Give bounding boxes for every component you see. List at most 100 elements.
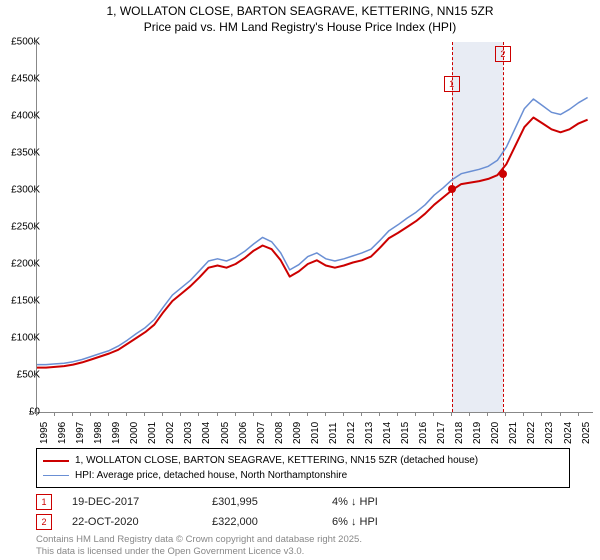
x-tick-mark: [144, 412, 145, 416]
x-tick-mark: [361, 412, 362, 416]
y-tick-mark: [32, 375, 36, 376]
title-line-2: Price paid vs. HM Land Registry's House …: [0, 20, 600, 36]
x-tick-label: 2015: [400, 422, 411, 444]
y-tick-mark: [32, 301, 36, 302]
y-tick-mark: [32, 227, 36, 228]
x-tick-mark: [72, 412, 73, 416]
legend: 1, WOLLATON CLOSE, BARTON SEAGRAVE, KETT…: [36, 448, 570, 488]
sale-marker-2-icon: 2: [36, 514, 52, 530]
x-tick-label: 1999: [111, 422, 122, 444]
x-tick-label: 2009: [292, 422, 303, 444]
x-tick-mark: [415, 412, 416, 416]
x-tick-mark: [469, 412, 470, 416]
y-tick-mark: [32, 79, 36, 80]
x-tick-label: 2011: [328, 422, 339, 444]
chart-title-block: 1, WOLLATON CLOSE, BARTON SEAGRAVE, KETT…: [0, 0, 600, 35]
x-tick-label: 2024: [563, 422, 574, 444]
y-tick-mark: [32, 264, 36, 265]
series-hpi: [37, 98, 588, 365]
x-tick-mark: [271, 412, 272, 416]
x-tick-mark: [217, 412, 218, 416]
sale-2-diff: 6% ↓ HPI: [332, 516, 432, 528]
x-tick-label: 2007: [256, 422, 267, 444]
y-tick-mark: [32, 190, 36, 191]
x-tick-mark: [289, 412, 290, 416]
x-tick-label: 1998: [93, 422, 104, 444]
x-tick-mark: [523, 412, 524, 416]
x-tick-mark: [307, 412, 308, 416]
legend-swatch-hpi: [43, 475, 69, 477]
x-tick-label: 2018: [454, 422, 465, 444]
x-tick-label: 2017: [436, 422, 447, 444]
x-tick-mark: [560, 412, 561, 416]
sale-2-price: £322,000: [212, 516, 312, 528]
x-tick-mark: [54, 412, 55, 416]
x-tick-mark: [180, 412, 181, 416]
x-tick-mark: [578, 412, 579, 416]
x-tick-mark: [379, 412, 380, 416]
y-tick-mark: [32, 153, 36, 154]
sale-marker-1-icon: 1: [36, 494, 52, 510]
footer-line-1: Contains HM Land Registry data © Crown c…: [36, 534, 362, 546]
x-tick-label: 2022: [526, 422, 537, 444]
x-tick-mark: [487, 412, 488, 416]
x-tick-label: 2005: [220, 422, 231, 444]
footer-line-2: This data is licensed under the Open Gov…: [36, 546, 362, 558]
x-tick-label: 2025: [581, 422, 592, 444]
x-tick-mark: [541, 412, 542, 416]
x-tick-label: 2000: [129, 422, 140, 444]
x-tick-mark: [397, 412, 398, 416]
legend-label-hpi: HPI: Average price, detached house, Nort…: [75, 468, 347, 483]
x-tick-label: 1997: [75, 422, 86, 444]
sale-dot-2: [499, 170, 507, 178]
x-tick-label: 2010: [310, 422, 321, 444]
x-tick-label: 2019: [472, 422, 483, 444]
sale-label-1: 1: [444, 74, 460, 92]
footer-attribution: Contains HM Land Registry data © Crown c…: [36, 534, 362, 558]
sale-dot-1: [448, 185, 456, 193]
x-tick-mark: [253, 412, 254, 416]
sale-1-diff: 4% ↓ HPI: [332, 496, 432, 508]
x-tick-mark: [108, 412, 109, 416]
sale-2-date: 22-OCT-2020: [72, 516, 192, 528]
x-tick-label: 2003: [183, 422, 194, 444]
sale-label-2: 2: [495, 44, 511, 62]
x-tick-mark: [433, 412, 434, 416]
x-tick-mark: [505, 412, 506, 416]
x-tick-label: 1995: [39, 422, 50, 444]
x-tick-label: 2002: [165, 422, 176, 444]
sale-1-date: 19-DEC-2017: [72, 496, 192, 508]
y-tick-mark: [32, 116, 36, 117]
x-tick-label: 2013: [364, 422, 375, 444]
x-tick-label: 2020: [490, 422, 501, 444]
x-tick-mark: [325, 412, 326, 416]
x-tick-label: 2014: [382, 422, 393, 444]
x-tick-mark: [343, 412, 344, 416]
x-tick-label: 1996: [57, 422, 68, 444]
x-tick-label: 2021: [508, 422, 519, 444]
x-tick-label: 2004: [201, 422, 212, 444]
x-tick-label: 2008: [274, 422, 285, 444]
x-tick-mark: [126, 412, 127, 416]
x-tick-mark: [451, 412, 452, 416]
x-tick-mark: [36, 412, 37, 416]
x-tick-label: 2016: [418, 422, 429, 444]
x-tick-label: 2023: [544, 422, 555, 444]
legend-swatch-price: [43, 460, 69, 462]
x-tick-label: 2001: [147, 422, 158, 444]
legend-item-hpi: HPI: Average price, detached house, Nort…: [43, 468, 563, 483]
x-tick-label: 2006: [238, 422, 249, 444]
x-tick-label: 2012: [346, 422, 357, 444]
legend-label-price: 1, WOLLATON CLOSE, BARTON SEAGRAVE, KETT…: [75, 453, 478, 468]
sale-label-box-icon: 1: [444, 76, 460, 92]
sale-row-1: 1 19-DEC-2017 £301,995 4% ↓ HPI: [36, 494, 432, 510]
x-tick-mark: [235, 412, 236, 416]
sale-label-box-icon: 2: [495, 46, 511, 62]
sale-1-price: £301,995: [212, 496, 312, 508]
x-tick-mark: [90, 412, 91, 416]
y-tick-label: £50K: [17, 370, 40, 381]
series-price_paid: [37, 118, 588, 368]
legend-item-price-paid: 1, WOLLATON CLOSE, BARTON SEAGRAVE, KETT…: [43, 453, 563, 468]
sale-row-2: 2 22-OCT-2020 £322,000 6% ↓ HPI: [36, 514, 432, 530]
y-tick-mark: [32, 338, 36, 339]
